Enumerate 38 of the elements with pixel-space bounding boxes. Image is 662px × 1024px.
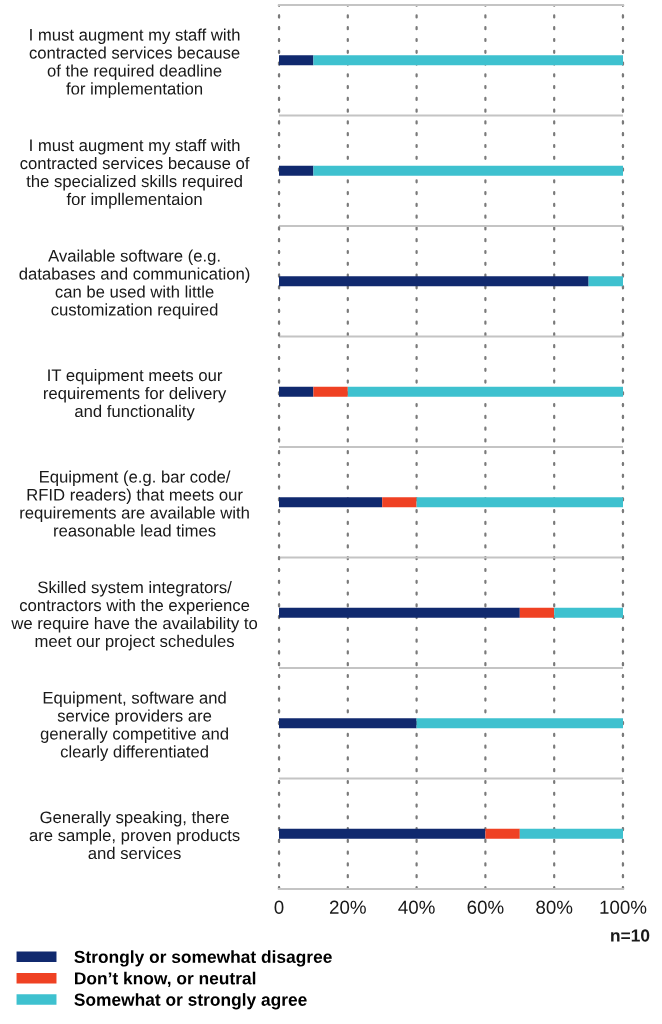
y-tick-label: Available software (e.g. databases and communication) can be used with little customization required: [19, 249, 250, 319]
x-tick-label: 40%: [398, 900, 435, 914]
y-tick-label: Equipment, software and service providers are generally competitive and clearly differentiated: [40, 691, 228, 761]
bar: [279, 607, 520, 618]
bar: [416, 497, 623, 508]
bar: [485, 828, 520, 839]
y-tick-label: I must augment my staff with contracted services because of the specialized skills required for impllementaion: [20, 138, 250, 209]
y-tick-label: I must augment my staff with contracted services because of the required deadline for implementation: [29, 28, 240, 98]
bar: [313, 55, 623, 66]
legend-label: Somewhat or strongly agree: [74, 993, 307, 1010]
bar: [279, 276, 589, 287]
bar: [279, 828, 486, 839]
bar: [588, 276, 623, 287]
x-tick-label: 100%: [600, 900, 647, 914]
x-tick-label: 60%: [467, 900, 504, 914]
legend-label: Strongly or somewhat disagree: [74, 950, 332, 967]
bar: [279, 55, 314, 66]
bar: [519, 607, 555, 618]
x-tick-label: 0: [274, 900, 284, 914]
bar: [279, 386, 314, 397]
bar: [554, 607, 623, 618]
x-tick-label: 80%: [536, 900, 573, 914]
bar: [382, 497, 417, 508]
bar: [416, 718, 623, 729]
y-tick-label: Equipment (e.g. bar code/ RFID readers) that meets our requirements are available with reasonable lead times: [20, 470, 249, 537]
legend-label: Don’t know, or neutral: [75, 971, 256, 988]
x-tick-label: 20%: [329, 900, 366, 914]
bar: [279, 165, 314, 176]
y-tick-label: Skilled system integrators/ contractors with the experience we require have the availability to meet our project schedules: [11, 580, 258, 651]
y-tick-label: Generally speaking, there are sample, proven products and services: [29, 810, 240, 860]
bar: [279, 497, 383, 508]
bar: [313, 165, 623, 176]
bar: [279, 718, 417, 729]
bar: [313, 386, 348, 397]
y-tick-label: IT equipment meets our requirements for delivery and functionality: [43, 368, 227, 421]
bar: [347, 386, 623, 397]
text: n=10: [611, 929, 650, 942]
bar: [519, 828, 623, 839]
